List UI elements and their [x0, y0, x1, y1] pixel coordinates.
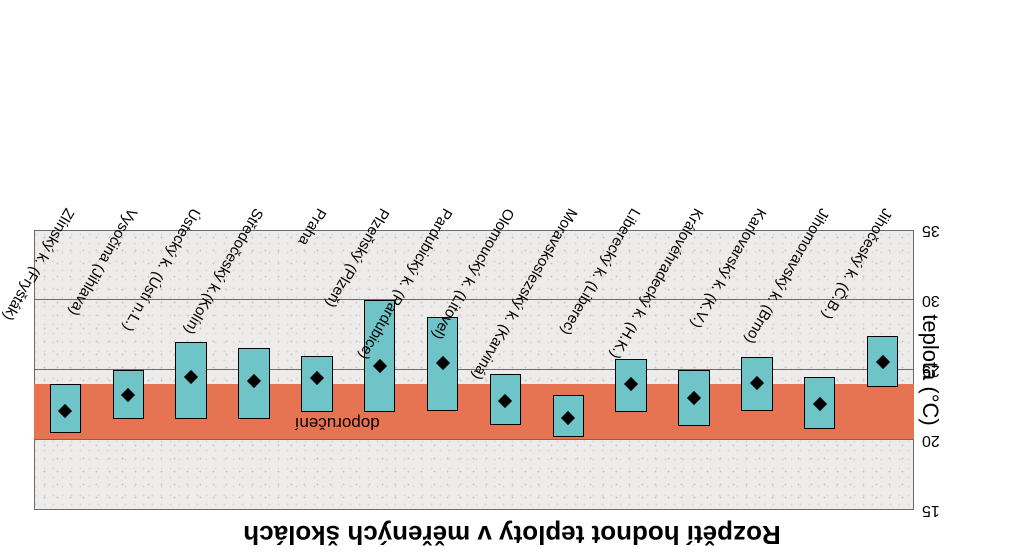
recommended-label: doporučení — [295, 413, 380, 433]
y-tick-label: 20 — [922, 431, 962, 449]
recommended-band — [34, 384, 914, 440]
y-tick-label: 35 — [922, 221, 962, 239]
chart-title: Rozpětí hodnot teploty v měřených školác… — [0, 519, 1024, 550]
gridline — [34, 439, 914, 440]
chart-figure: Rozpětí hodnot teploty v měřených školác… — [0, 0, 1024, 558]
y-tick-label: 15 — [922, 501, 962, 519]
y-tick-label: 30 — [922, 291, 962, 309]
y-tick-label: 25 — [922, 361, 962, 379]
